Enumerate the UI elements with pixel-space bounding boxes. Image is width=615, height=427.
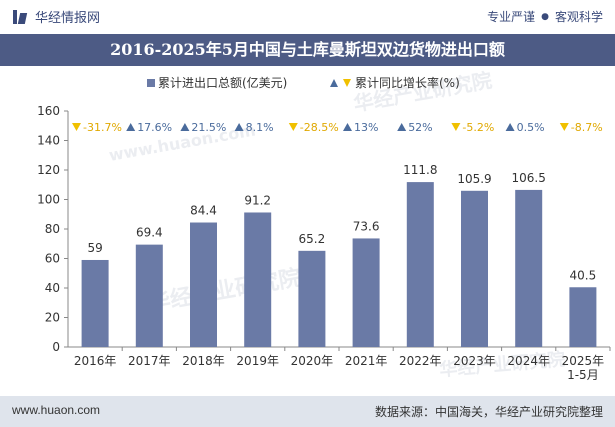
legend-swatch-bar: [147, 79, 155, 87]
bar-value-label: 40.5: [570, 268, 597, 282]
growth-label: 21.5%: [191, 121, 226, 134]
x-tick-label: 1-5月: [567, 368, 599, 382]
growth-label: 17.6%: [137, 121, 172, 134]
bar: [135, 244, 163, 347]
growth-down-triangle-icon: [72, 123, 81, 131]
bar-value-label: 106.5: [512, 171, 546, 185]
growth-label: -31.7%: [83, 121, 122, 134]
y-tick-label: 120: [37, 163, 60, 177]
brand: 华经情报网: [12, 7, 100, 26]
growth-label: -5.2%: [462, 121, 494, 134]
slogan-right: 客观科学: [554, 10, 603, 24]
growth-label: 8.1%: [246, 121, 274, 134]
watermark-text: 华经产业研究院: [147, 265, 303, 317]
chart-area: 华经产业研究院 www.huaon.com 华经产业研究院 华经产业研究院 累计…: [37, 68, 611, 382]
bar: [190, 222, 217, 347]
legend-up-triangle-icon: [330, 79, 338, 87]
growth-up-triangle-icon: [126, 123, 136, 131]
growth-label: 13%: [354, 121, 378, 134]
slogan: 专业严谨 ● 客观科学: [487, 8, 603, 25]
bar-value-label: 84.4: [190, 204, 217, 218]
bar: [298, 250, 326, 347]
bar: [461, 190, 488, 347]
legend-down-triangle-icon: [343, 79, 351, 87]
x-tick-label: 2019年: [236, 354, 279, 368]
growth-up-triangle-icon: [505, 123, 515, 131]
y-tick-label: 20: [45, 311, 60, 325]
footer-source: 数据来源：中国海关，华经产业研究院整理: [374, 405, 603, 419]
bar: [406, 182, 434, 347]
bar-value-label: 73.6: [353, 219, 380, 233]
bar: [515, 189, 543, 347]
x-tick-label: 2021年: [345, 354, 388, 368]
growth-up-triangle-icon: [397, 123, 407, 131]
growth-label: -28.5%: [300, 121, 339, 134]
legend: 累计进出口总额(亿美元) 累计同比增长率(%): [147, 75, 460, 90]
growth-up-triangle-icon: [343, 123, 352, 131]
y-axis-ticks: 0 20 40 60 80 100 120 140 160: [37, 104, 68, 354]
x-tick-label: 2024年: [507, 354, 550, 368]
growth-up-triangle-icon: [180, 123, 190, 131]
growth-up-triangle-icon: [234, 123, 244, 131]
footer-website: www.huaon.com: [12, 403, 101, 417]
x-tick-label: 2017年: [128, 354, 171, 368]
x-tick-label: 2018年: [182, 354, 225, 368]
slogan-left: 专业严谨: [487, 10, 536, 24]
bar: [244, 212, 272, 347]
y-tick-label: 100: [37, 193, 60, 207]
x-axis-ticks: 2016年 2017年 2018年 2019年 2020年 2021年 2022年 2023年…: [74, 347, 611, 382]
bar-value-label: 111.8: [403, 163, 437, 177]
bar-value-label: 59: [87, 241, 102, 255]
bar: [81, 259, 109, 347]
y-tick-label: 140: [37, 134, 60, 148]
bar: [352, 238, 380, 347]
y-tick-label: 0: [52, 340, 60, 354]
x-tick-label: 2025年: [562, 354, 605, 368]
growth-down-triangle-icon: [451, 123, 461, 131]
growth-row: -31.7% 17.6% 21.5% 8.1% -28.5% 13% 52% -5.2% 0.5…: [72, 121, 603, 134]
x-tick-label: 2016年: [74, 354, 117, 368]
x-tick-label: 2023年: [453, 354, 496, 368]
y-tick-label: 60: [45, 252, 60, 266]
bars-group: 59 69.4 84.4 91.2 65.2 73.6 111.8 105.9 106.5 40.…: [81, 163, 597, 347]
x-tick-label: 2020年: [291, 354, 334, 368]
growth-down-triangle-icon: [288, 123, 298, 131]
growth-label: 52%: [408, 121, 432, 134]
legend-label-total: 累计进出口总额(亿美元): [158, 75, 287, 90]
chart-title: 2016-2025年5月中国与土库曼斯坦双边货物进出口额: [0, 34, 615, 66]
brand-name: 华经情报网: [35, 11, 101, 26]
bar: [569, 287, 597, 347]
growth-label: -8.7%: [571, 121, 603, 134]
huajing-logo-icon: [12, 9, 28, 25]
footer: www.huaon.com 数据来源：中国海关，华经产业研究院整理: [0, 396, 615, 427]
bullet-icon: ●: [541, 11, 549, 22]
growth-down-triangle-icon: [559, 123, 569, 131]
bar-value-label: 65.2: [299, 232, 326, 246]
y-tick-label: 160: [37, 104, 60, 118]
top-bar: 华经情报网 专业严谨 ● 客观科学: [0, 0, 615, 34]
bar-value-label: 105.9: [457, 172, 491, 186]
x-tick-label: 2022年: [399, 354, 442, 368]
y-tick-label: 40: [45, 281, 60, 295]
growth-label: 0.5%: [517, 121, 545, 134]
bar-value-label: 69.4: [136, 226, 163, 240]
bar-value-label: 91.2: [244, 193, 271, 207]
legend-label-growth: 累计同比增长率(%): [355, 75, 460, 90]
y-tick-label: 80: [45, 222, 60, 236]
